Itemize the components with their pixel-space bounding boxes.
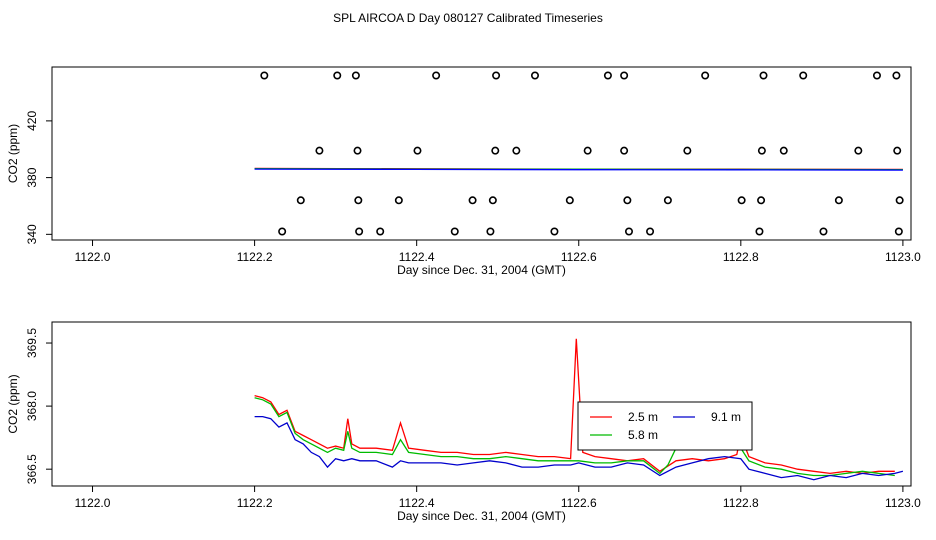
data-point-marker xyxy=(278,227,287,236)
x-tick-label: 1122.8 xyxy=(723,496,759,510)
data-point-marker xyxy=(315,146,324,155)
x-tick-label: 1122.8 xyxy=(723,250,759,264)
data-point-marker xyxy=(583,146,592,155)
y-tick-label: 368.0 xyxy=(25,391,39,421)
legend: 2.5 m 5.8 m 9.1 m xyxy=(577,401,753,451)
data-point-marker xyxy=(603,71,612,80)
full-range-panel: 1122.0 1122.2 1122.4 1122.6 1122.8 1123.0 340 3… xyxy=(6,66,921,277)
data-point-marker xyxy=(565,196,574,205)
series-line xyxy=(254,168,903,171)
data-point-marker xyxy=(646,227,655,236)
data-point-marker xyxy=(296,196,305,205)
y-axis-title: CO2 (ppm) xyxy=(6,124,20,183)
series-group xyxy=(254,167,903,171)
data-point-marker xyxy=(620,146,629,155)
data-point-marker xyxy=(354,196,363,205)
data-point-marker xyxy=(893,146,902,155)
data-point-marker xyxy=(432,71,441,80)
data-point-marker xyxy=(819,227,828,236)
x-tick-label: 1122.0 xyxy=(75,250,111,264)
data-point-marker xyxy=(376,227,385,236)
data-point-marker xyxy=(663,196,672,205)
legend-label: 9.1 m xyxy=(711,410,741,424)
data-point-marker xyxy=(550,227,559,236)
y-tick-label: 340 xyxy=(25,224,39,244)
data-point-marker xyxy=(488,196,497,205)
data-point-marker xyxy=(530,71,539,80)
data-point-marker xyxy=(755,227,764,236)
series-line xyxy=(254,338,895,475)
data-point-marker xyxy=(872,71,881,80)
y-tick-label: 369.5 xyxy=(25,328,39,358)
data-point-marker xyxy=(799,71,808,80)
plot-frame xyxy=(51,321,912,487)
data-point-marker xyxy=(351,71,360,80)
data-point-marker xyxy=(491,146,500,155)
data-point-marker xyxy=(701,71,710,80)
y-axis-title: CO2 (ppm) xyxy=(6,374,20,433)
series-group xyxy=(254,338,904,481)
x-tick-label: 1122.0 xyxy=(75,496,111,510)
x-tick-label: 1122.4 xyxy=(399,496,435,510)
data-point-marker xyxy=(468,196,477,205)
data-point-marker xyxy=(834,196,843,205)
series-line xyxy=(254,415,904,481)
x-tick-label: 1123.0 xyxy=(885,250,921,264)
data-point-marker xyxy=(394,196,403,205)
plot-frame xyxy=(51,66,912,241)
data-point-marker xyxy=(757,146,766,155)
x-tick-label: 1123.0 xyxy=(885,496,921,510)
x-axis-title: Day since Dec. 31, 2004 (GMT) xyxy=(397,509,566,523)
data-point-marker xyxy=(512,146,521,155)
data-point-marker xyxy=(894,227,903,236)
figure-title: SPL AIRCOA D Day 080127 Calibrated Times… xyxy=(333,11,603,25)
data-point-marker xyxy=(486,227,495,236)
data-point-marker xyxy=(683,146,692,155)
data-point-marker xyxy=(620,71,629,80)
y-tick-label: 420 xyxy=(25,111,39,131)
series-line xyxy=(254,397,895,477)
legend-label: 2.5 m xyxy=(628,410,658,424)
data-point-marker xyxy=(892,71,901,80)
x-tick-label: 1122.6 xyxy=(561,496,597,510)
y-tick-label: 380 xyxy=(25,167,39,187)
x-tick-label: 1122.4 xyxy=(399,250,435,264)
y-tick-label: 366.5 xyxy=(25,454,39,484)
data-point-marker xyxy=(779,146,788,155)
data-point-marker xyxy=(623,196,632,205)
x-tick-label: 1122.2 xyxy=(237,496,273,510)
data-point-marker xyxy=(737,196,746,205)
x-tick-label: 1122.2 xyxy=(237,250,273,264)
zoomed-panel: 1122.0 1122.2 1122.4 1122.6 1122.8 1123.0 366.… xyxy=(6,321,921,523)
data-point-marker xyxy=(895,196,904,205)
legend-box xyxy=(577,401,753,451)
data-point-marker xyxy=(450,227,459,236)
data-point-marker xyxy=(624,227,633,236)
data-point-marker xyxy=(854,146,863,155)
x-tick-label: 1122.6 xyxy=(561,250,597,264)
x-axis-title: Day since Dec. 31, 2004 (GMT) xyxy=(397,263,566,277)
data-point-marker xyxy=(413,146,422,155)
data-point-marker xyxy=(353,146,362,155)
data-point-marker xyxy=(492,71,501,80)
data-point-marker xyxy=(260,71,269,80)
data-point-marker xyxy=(757,196,766,205)
data-point-marker xyxy=(355,227,364,236)
data-point-marker xyxy=(759,71,768,80)
legend-label: 5.8 m xyxy=(628,428,658,442)
data-point-marker xyxy=(333,71,342,80)
